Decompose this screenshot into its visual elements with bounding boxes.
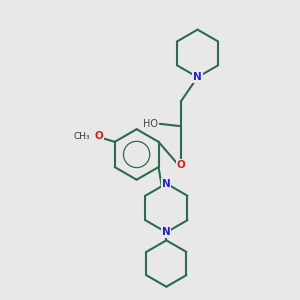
Text: O: O [177,160,186,170]
Text: HO: HO [143,119,158,129]
Text: N: N [193,72,202,82]
Text: O: O [94,131,103,141]
Text: N: N [162,178,171,189]
Text: CH₃: CH₃ [73,132,90,141]
Text: N: N [162,227,171,237]
